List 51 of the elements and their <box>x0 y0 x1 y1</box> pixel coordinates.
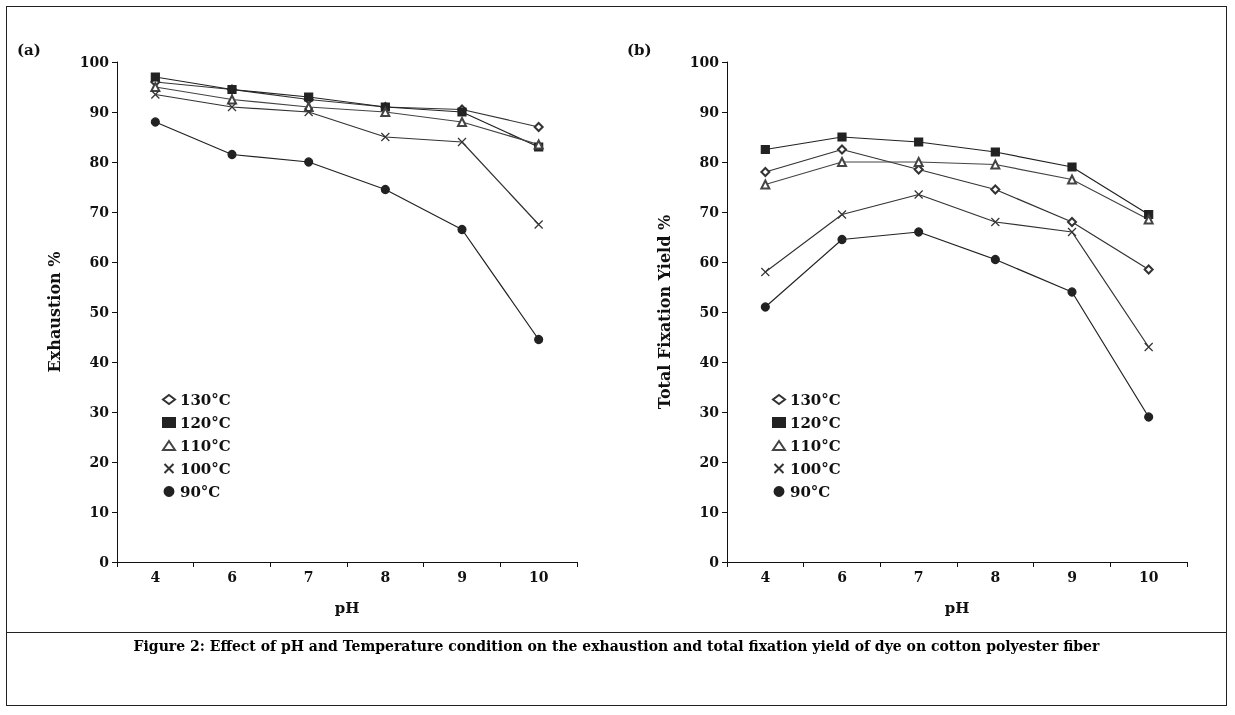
x-tick-label: 6 <box>227 569 237 585</box>
y-tick-label: 90 <box>89 104 110 120</box>
y-tick-label: 100 <box>79 54 110 70</box>
legend-label: 130°C <box>180 390 231 409</box>
y-tick-label: 30 <box>699 404 720 420</box>
y-tick-label: 30 <box>89 404 110 420</box>
x-tick-label: 10 <box>1138 569 1159 585</box>
y-tick-label: 60 <box>89 254 110 270</box>
y-tick-label: 0 <box>99 554 110 570</box>
y-tick-label: 90 <box>699 104 720 120</box>
chart-title: (b) <box>627 40 652 59</box>
y-tick-label: 10 <box>89 504 110 520</box>
y-axis-title: Total Fixation Yield % <box>654 214 674 410</box>
y-tick-label: 0 <box>709 554 720 570</box>
y-tick-label: 40 <box>89 354 110 370</box>
chart-title: (a) <box>17 40 41 59</box>
legend-label: 110°C <box>180 436 231 455</box>
legend-label: 90°C <box>790 482 831 501</box>
legend-label: 130°C <box>790 390 841 409</box>
x-tick-label: 8 <box>990 569 1001 585</box>
x-tick-label: 4 <box>150 569 161 585</box>
y-tick-label: 100 <box>689 54 720 70</box>
x-tick-label: 7 <box>303 569 314 585</box>
y-tick-label: 20 <box>89 454 110 470</box>
legend-label: 120°C <box>790 413 841 432</box>
x-tick-label: 7 <box>913 569 924 585</box>
y-tick-label: 50 <box>89 304 110 320</box>
y-tick-label: 10 <box>699 504 720 520</box>
caption: Figure 2: Effect of pH and Temperature condition on the exhaustion and total fixation yield of dye on cotton polyester fiber <box>7 632 1226 660</box>
y-tick-label: 80 <box>699 154 720 170</box>
y-tick-label: 70 <box>699 204 720 220</box>
legend-label: 100°C <box>790 459 841 478</box>
y-tick-label: 40 <box>699 354 720 370</box>
x-tick-label: 9 <box>457 569 467 585</box>
legend-label: 100°C <box>180 459 231 478</box>
y-axis-title: Exhaustion % <box>44 251 64 373</box>
x-tick-label: 9 <box>1067 569 1077 585</box>
y-tick-label: 80 <box>89 154 110 170</box>
y-tick-label: 50 <box>699 304 720 320</box>
y-tick-label: 70 <box>89 204 110 220</box>
x-tick-label: 6 <box>837 569 847 585</box>
x-axis-title: pH <box>944 598 970 617</box>
legend-label: 90°C <box>180 482 221 501</box>
x-tick-label: 4 <box>760 569 771 585</box>
legend-label: 110°C <box>790 436 841 455</box>
x-tick-label: 10 <box>528 569 549 585</box>
x-tick-label: 8 <box>380 569 391 585</box>
y-tick-label: 60 <box>699 254 720 270</box>
legend-label: 120°C <box>180 413 231 432</box>
y-tick-label: 20 <box>699 454 720 470</box>
x-axis-title: pH <box>334 598 360 617</box>
